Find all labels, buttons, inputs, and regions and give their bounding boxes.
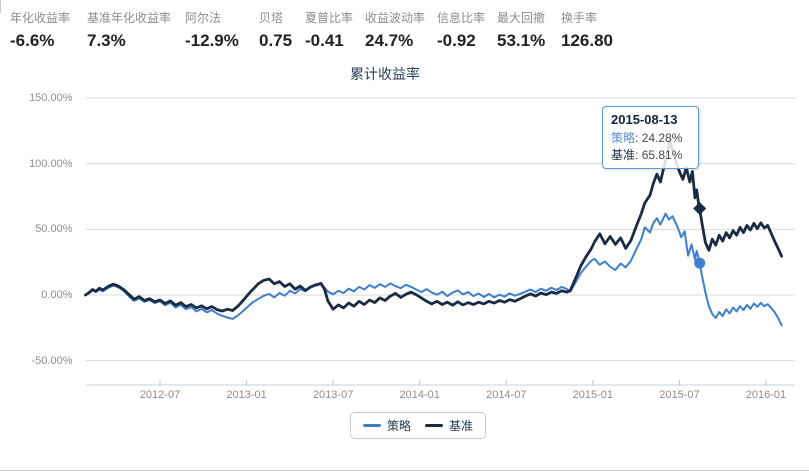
stat-value: 126.80 (561, 31, 613, 50)
y-axis-label: 50.00% (35, 223, 73, 236)
x-axis-label: 2013-01 (226, 389, 267, 401)
stats-bar: 年化收益率 -6.6% 基准年化收益率 7.3% 阿尔法 -12.9% 贝塔 0… (10, 10, 621, 51)
stat-turnover: 换手率 126.80 (561, 10, 621, 51)
stat-value: 24.7% (365, 31, 414, 50)
stat-label: 最大回撤 (497, 11, 546, 25)
stat-max-drawdown: 最大回撤 53.1% (497, 10, 561, 51)
tooltip-series-name: 基准 (611, 148, 636, 162)
stat-beta: 贝塔 0.75 (259, 10, 305, 51)
stat-value: 0.75 (259, 31, 293, 50)
stat-value: -12.9% (185, 31, 239, 50)
stat-label: 夏普比率 (305, 11, 354, 25)
legend-item-strategy[interactable]: 策略 (363, 417, 411, 434)
stat-annualized-return: 年化收益率 -6.6% (10, 10, 87, 51)
chart-tooltip: 2015-08-13 策略: 24.28% 基准: 65.81% (602, 106, 699, 169)
x-axis-label: 2015-07 (659, 389, 700, 401)
benchmark-line-swatch-icon (425, 424, 444, 427)
stat-volatility: 收益波动率 24.7% (365, 10, 437, 51)
tooltip-benchmark-row: 基准: 65.81% (611, 147, 690, 164)
legend-label: 基准 (449, 419, 474, 433)
x-axis-label: 2012-07 (139, 389, 181, 401)
y-axis-label: 100.00% (29, 157, 73, 170)
stat-label: 收益波动率 (365, 11, 426, 25)
strategy-line[interactable] (84, 212, 783, 327)
stat-value: -0.92 (437, 31, 476, 50)
y-axis-label: 150.00% (29, 91, 73, 104)
tooltip-series-value: 24.28% (641, 131, 683, 145)
x-axis-label: 2013-07 (312, 389, 354, 401)
stat-label: 信息比率 (437, 11, 486, 25)
tooltip-date: 2015-08-13 (611, 112, 678, 127)
y-axis-label: -50.00% (31, 354, 73, 367)
stat-value: 53.1% (497, 31, 546, 50)
x-axis-label: 2016-01 (745, 389, 787, 401)
x-axis-label: 2014-07 (486, 389, 527, 401)
panel-border-fragment (0, 0, 1, 13)
stat-value: 7.3% (87, 31, 126, 50)
chart-legend: 策略 基准 (350, 412, 487, 439)
tooltip-separator: : (635, 148, 642, 162)
stat-value: -0.41 (305, 31, 344, 50)
tooltip-series-name: 策略 (611, 131, 636, 145)
strategy-line-swatch-icon (363, 424, 381, 427)
tooltip-strategy-row: 策略: 24.28% (611, 130, 690, 147)
benchmark-point-marker[interactable] (693, 202, 707, 216)
stat-label: 年化收益率 (10, 11, 71, 25)
y-axis-label: 0.00% (41, 289, 73, 301)
x-axis-label: 2014-01 (399, 389, 440, 401)
stat-benchmark-annualized-return: 基准年化收益率 7.3% (87, 10, 185, 51)
benchmark-line[interactable] (84, 138, 783, 313)
tooltip-series-value: 65.81% (641, 148, 683, 162)
legend-label: 策略 (387, 419, 412, 433)
stat-label: 贝塔 (259, 11, 284, 25)
stat-label: 换手率 (561, 11, 598, 25)
stat-information-ratio: 信息比率 -0.92 (437, 10, 497, 51)
x-axis-label: 2015-01 (572, 389, 614, 401)
stat-alpha: 阿尔法 -12.9% (185, 10, 259, 51)
stat-label: 基准年化收益率 (87, 11, 172, 25)
stat-label: 阿尔法 (185, 11, 222, 25)
tooltip-separator: : (635, 131, 642, 145)
strategy-point-marker[interactable] (694, 257, 706, 269)
chart-title: 累计收益率 (350, 66, 420, 82)
stat-sharpe: 夏普比率 -0.41 (305, 10, 365, 51)
legend-item-benchmark[interactable]: 基准 (425, 417, 473, 434)
stat-value: -6.6% (10, 31, 55, 50)
page-bottom-border (0, 470, 809, 471)
